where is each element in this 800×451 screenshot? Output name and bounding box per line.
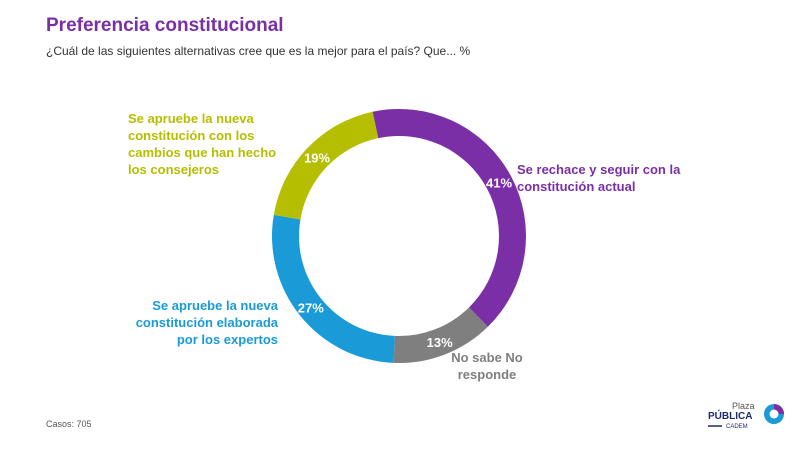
legend-label-rechace: Se rechace y seguir con la constitución … (517, 162, 681, 194)
logo-line3: CADEM (726, 424, 748, 430)
logo-line2: PÚBLICA (708, 409, 752, 422)
cases-count: Casos: 705 (46, 419, 92, 429)
data-label-0: 41% (486, 175, 512, 190)
donut-slice-1 (393, 307, 488, 363)
chart-subtitle: ¿Cuál de las siguientes alternativas cre… (46, 44, 471, 58)
legend-label-no-sabe: No sabe No responde (451, 350, 523, 382)
data-label-2: 27% (298, 300, 324, 315)
donut-slice-3 (273, 111, 379, 220)
legend-label-consejeros: Se apruebe la nueva constitución con los… (128, 111, 277, 177)
data-label-3: 19% (304, 150, 330, 165)
data-label-1: 13% (427, 335, 453, 350)
chart-title: Preferencia constitucional (46, 15, 284, 36)
donut-slice-2 (271, 214, 395, 363)
plaza-publica-logo: Plaza PÚBLICA CADEM (708, 400, 788, 430)
logo-line1: Plaza (732, 401, 755, 411)
legend-label-expertos: Se apruebe la nueva constitución elabora… (135, 298, 278, 347)
donut-slice-0 (372, 108, 527, 327)
